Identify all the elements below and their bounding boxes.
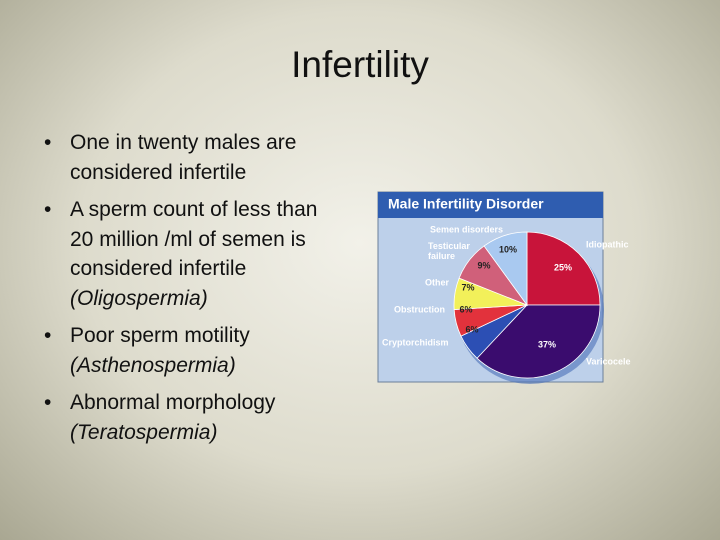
chart-header [378,192,603,218]
slice-label: Idiopathic [586,239,629,249]
bullet-text: A sperm count of less than 20 million /m… [70,198,318,280]
bullet-text: One in twenty males are considered infer… [70,131,297,184]
slice-label: Testicular failure [428,241,470,261]
bullet: Poor sperm motility (Asthenospermia) [44,321,344,380]
bullet: One in twenty males are considered infer… [44,128,344,187]
value-label: 7% [461,282,474,292]
bullet: Abnormal morphology (Teratospermia) [44,388,344,447]
value-label: 10% [499,244,517,254]
chart-title: Male Infertility Disorder [388,196,544,212]
bullet-text: Abnormal morphology [70,391,276,414]
slice-label: Other [425,277,450,287]
pie-slice [526,231,601,306]
value-label: 37% [538,339,556,349]
bullet-term: (Oligospermia) [70,286,208,310]
pie-slice [476,304,601,379]
slice-label: Semen disorders [430,224,503,234]
value-label: 9% [477,260,490,270]
slice-label: Obstruction [394,304,445,314]
value-label: 25% [554,262,572,272]
value-label: 6% [459,304,472,314]
value-label: 6% [465,324,478,334]
bullet: A sperm count of less than 20 million /m… [44,195,344,313]
bullet-term: (Teratospermia) [70,420,218,444]
slice-label: Cryptorchidism [382,337,449,347]
bullet-list: One in twenty males are considered infer… [44,128,344,455]
pie-slice [483,231,528,307]
bullet-text: Poor sperm motility [70,324,250,347]
bullet-term: (Asthenospermia) [70,353,236,377]
slide-title: Infertility [291,44,429,85]
slice-label: Varicocele [586,356,631,366]
